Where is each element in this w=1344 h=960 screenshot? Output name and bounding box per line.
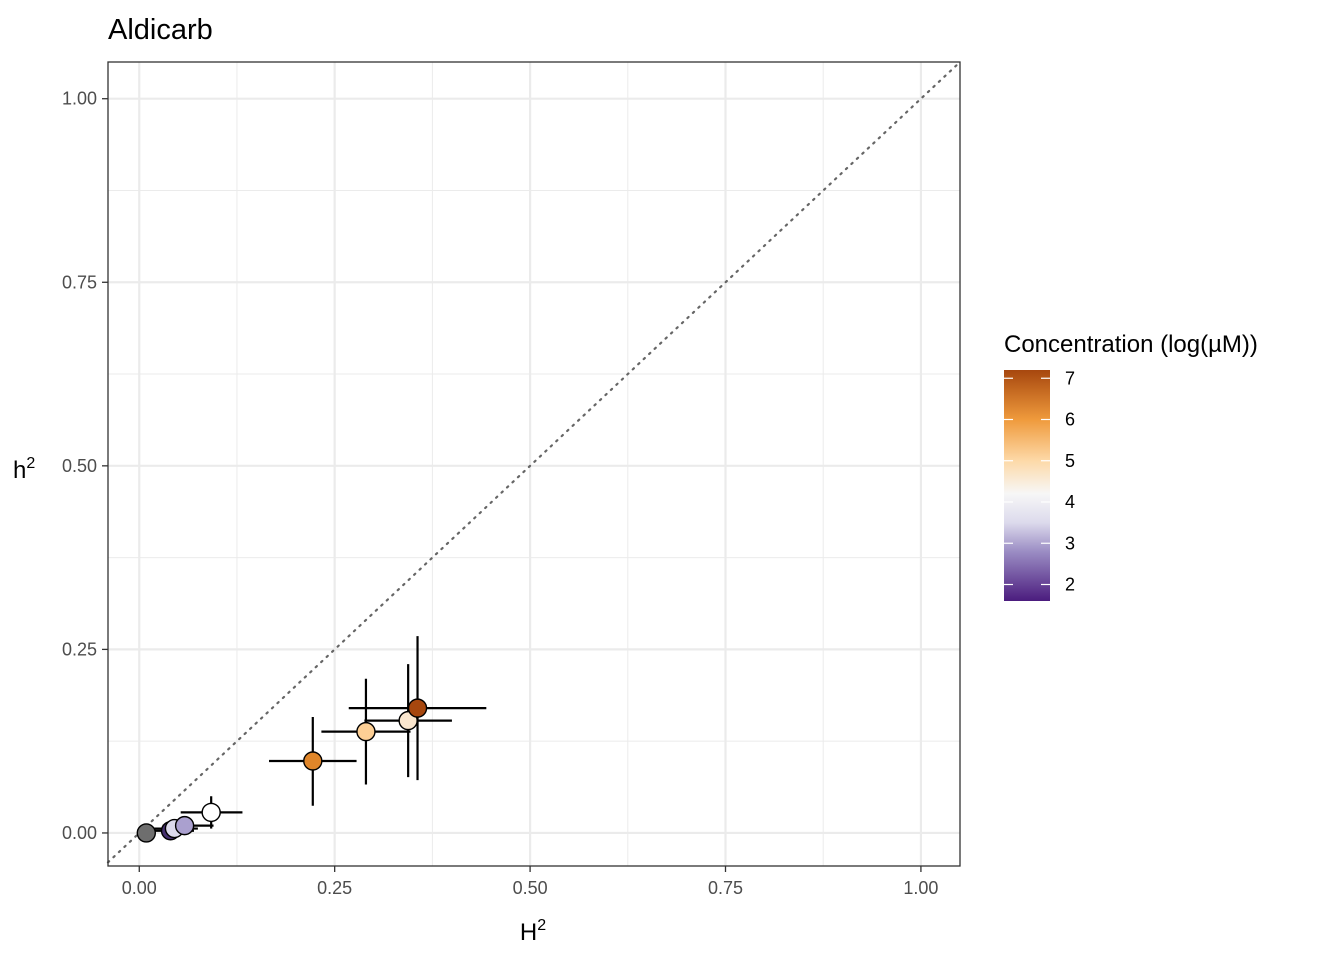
legend-tick-label: 4	[1065, 492, 1075, 512]
minor-grid	[108, 62, 960, 866]
x-tick-label: 0.50	[513, 878, 548, 898]
data-point	[356, 721, 376, 742]
color-legend: Concentration (log(µM)) 2 3 4 5 6 7	[1004, 331, 1258, 601]
legend-tick-label: 2	[1065, 575, 1075, 595]
y-tick-label: 1.00	[62, 89, 97, 109]
legend-tick-label: 6	[1065, 410, 1075, 430]
data-points	[136, 698, 428, 843]
legend-tick-label: 5	[1065, 451, 1075, 471]
legend-ticks: 2 3 4 5 6 7	[1004, 368, 1075, 595]
panel-background	[108, 62, 960, 866]
x-tick-label: 0.25	[317, 878, 352, 898]
x-tick-label: 1.00	[903, 878, 938, 898]
legend-title: Concentration (log(µM))	[1004, 331, 1258, 358]
plot-panel	[106, 60, 962, 867]
data-point	[136, 823, 157, 843]
data-point	[174, 815, 195, 836]
y-axis-title: h2	[13, 455, 35, 484]
x-axis-title-base: H	[520, 919, 537, 946]
chart-title: Aldicarb	[108, 14, 213, 46]
y-tick-label: 0.50	[62, 456, 97, 476]
x-axis-title: H2	[520, 917, 546, 946]
legend-color-bar	[1004, 370, 1050, 601]
x-tick-label: 0.75	[708, 878, 743, 898]
x-axis: 0.00 0.25 0.50 0.75 1.00	[122, 866, 938, 898]
y-tick-label: 0.00	[62, 823, 97, 843]
legend-tick-label: 7	[1065, 368, 1075, 388]
y-axis: 0.00 0.25 0.50 0.75 1.00	[62, 89, 108, 843]
data-point	[303, 751, 323, 771]
x-axis-title-superscript: 2	[537, 917, 546, 934]
panel-border	[107, 61, 961, 867]
y-axis-title-base: h	[13, 457, 26, 484]
legend-tick-label: 3	[1065, 533, 1075, 553]
x-tick-label: 0.00	[122, 878, 157, 898]
identity-reference-line	[106, 60, 962, 864]
data-point	[201, 802, 221, 823]
y-tick-label: 0.25	[62, 639, 97, 659]
y-axis-title-superscript: 2	[26, 455, 35, 472]
data-point	[407, 698, 428, 718]
y-tick-label: 0.75	[62, 272, 97, 292]
